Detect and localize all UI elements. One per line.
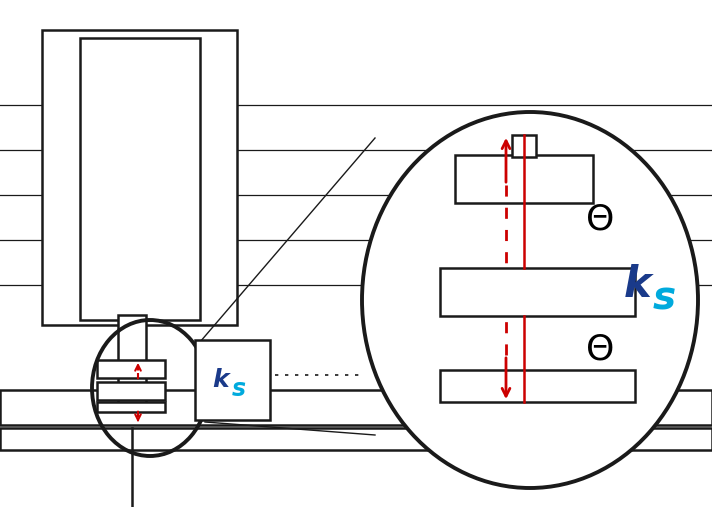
Bar — [0, 390, 712, 425]
Text: s: s — [652, 279, 676, 317]
Bar — [97, 402, 165, 412]
Bar — [440, 370, 635, 402]
Bar — [195, 340, 270, 420]
Bar — [440, 268, 635, 316]
Bar — [42, 30, 237, 325]
Bar — [455, 155, 593, 203]
Ellipse shape — [362, 112, 698, 488]
Text: k: k — [212, 368, 229, 392]
Bar — [97, 360, 165, 378]
Bar — [80, 38, 200, 320]
Text: Θ: Θ — [586, 333, 614, 367]
Bar — [512, 135, 536, 157]
Text: s: s — [231, 377, 246, 401]
Bar — [118, 315, 146, 410]
Text: k: k — [624, 264, 651, 306]
Text: Θ: Θ — [586, 203, 614, 237]
Bar — [97, 382, 165, 400]
Bar — [0, 428, 712, 450]
